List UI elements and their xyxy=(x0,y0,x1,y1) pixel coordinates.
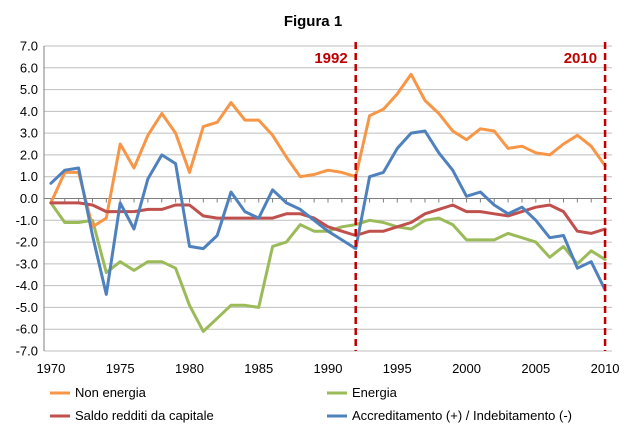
x-axis: 1970 1975 1980 1985 1990 1995 2000 2005 2010 xyxy=(36,46,620,376)
legend: Non energia Energia Saldo redditi da capit… xyxy=(50,385,572,423)
x-tick-label: 1975 xyxy=(106,361,135,376)
legend-label-accreditamento-indebitamento: Accreditamento (+) / Indebitamento (-) xyxy=(352,408,572,423)
y-tick-label: 3.0 xyxy=(20,126,38,141)
x-tick-label: 1970 xyxy=(36,361,65,376)
x-tick-label: 1990 xyxy=(314,361,343,376)
legend-label-non-energia: Non energia xyxy=(75,385,147,400)
y-tick-label: 4.0 xyxy=(20,104,38,119)
x-tick-label: 2000 xyxy=(452,361,481,376)
y-tick-label: 0.0 xyxy=(20,191,38,206)
y-tick-label: 7.0 xyxy=(20,39,38,54)
y-tick-label: 1.0 xyxy=(20,169,38,184)
annotation-label-2010: 2010 xyxy=(564,50,597,67)
x-tick-label: 1985 xyxy=(244,361,273,376)
series-layer xyxy=(49,72,607,333)
annotations-layer: 1992 2010 xyxy=(314,42,607,351)
y-tick-label: -1.0 xyxy=(16,213,38,228)
y-tick-label: -4.0 xyxy=(16,278,38,293)
chart-title: Figura 1 xyxy=(284,13,342,30)
series-line-saldo-redditi-da-capitale xyxy=(49,201,607,237)
legend-label-energia: Energia xyxy=(352,385,398,400)
y-tick-label: -7.0 xyxy=(16,344,38,359)
y-tick-label: 6.0 xyxy=(20,60,38,75)
y-tick-label: -3.0 xyxy=(16,256,38,271)
y-tick-label: -5.0 xyxy=(16,300,38,315)
y-tick-label: -6.0 xyxy=(16,322,38,337)
legend-label-saldo-redditi-da-capitale: Saldo redditi da capitale xyxy=(75,408,214,423)
x-tick-label: 1995 xyxy=(383,361,412,376)
x-tick-label: 2010 xyxy=(591,361,620,376)
y-tick-label: 5.0 xyxy=(20,82,38,97)
series-line-non-energia xyxy=(49,72,607,229)
y-tick-label: 2.0 xyxy=(20,147,38,162)
x-tick-label: 2005 xyxy=(521,361,550,376)
annotation-label-1992: 1992 xyxy=(314,50,347,67)
x-tick-label: 1980 xyxy=(175,361,204,376)
y-tick-label: -2.0 xyxy=(16,235,38,250)
y-axis-ticks: -7.0 -6.0 -5.0 -4.0 -3.0 -2.0 -1.0 0.0 1.0 2.0 3.0… xyxy=(16,39,38,359)
series-line-accreditamento-indebitamento xyxy=(49,129,607,296)
